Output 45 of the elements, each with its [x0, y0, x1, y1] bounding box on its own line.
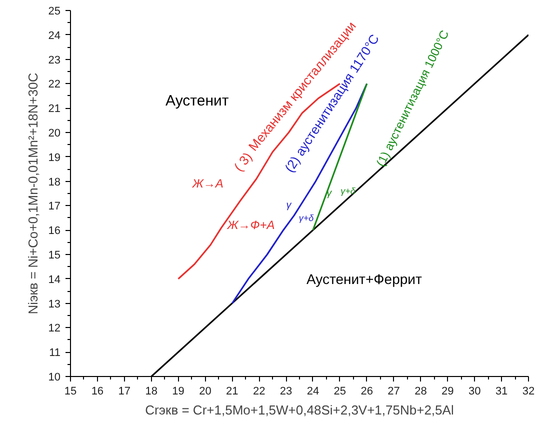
y-axis-title: Niэкв = Ni+Co+0,1Mn-0,01Mn²+18N+30C: [25, 72, 40, 314]
y-tick-label: 25: [48, 6, 61, 18]
x-tick-label: 25: [334, 386, 346, 398]
annotation: ( 3): [230, 149, 255, 174]
annotation: Аустенит: [166, 92, 229, 110]
y-tick-label: 24: [48, 30, 61, 42]
x-tick-label: 16: [91, 386, 104, 398]
x-tick-label: 22: [252, 386, 266, 398]
x-tick-label: 30: [468, 386, 481, 398]
y-tick-label: 22: [48, 78, 61, 91]
x-tick-label: 19: [172, 386, 184, 398]
annotation: Ж→А: [191, 176, 224, 191]
x-tick-label: 31: [495, 386, 508, 398]
annotation: γ: [286, 200, 292, 212]
y-tick-label: 23: [48, 54, 61, 66]
x-tick-label: 18: [145, 386, 158, 398]
x-tick-label: 32: [522, 386, 535, 398]
annotation: γ+δ: [340, 186, 356, 196]
y-tick-label: 21: [48, 103, 61, 116]
y-tick-label: 20: [48, 128, 61, 140]
x-axis-title: Crэкв = Cr+1,5Mo+1,5W+0,48Si+2,3V+1,75Nb+2,5Al: [145, 402, 454, 418]
x-tick-label: 20: [199, 386, 212, 398]
annotation: Аустенит+Феррит: [306, 270, 422, 287]
annotation: γ: [326, 188, 333, 199]
annotation: γ+δ: [298, 212, 315, 223]
y-tick-label: 11: [49, 347, 61, 360]
y-tick-label: 16: [48, 225, 61, 238]
x-tick-label: 27: [388, 386, 400, 398]
y-tick-label: 10: [48, 372, 61, 384]
y-tick-label: 15: [48, 250, 61, 262]
y-tick-label: 17: [48, 200, 61, 213]
annotation: Ж→Ф+А: [226, 218, 275, 232]
x-tick-label: 26: [360, 386, 373, 398]
x-tick-label: 15: [64, 386, 77, 398]
x-tick-label: 29: [442, 386, 454, 398]
x-tick-label: 28: [414, 386, 427, 398]
x-tick-label: 24: [306, 386, 320, 398]
y-tick-label: 18: [48, 176, 61, 188]
y-tick-label: 13: [48, 298, 61, 310]
x-tick-label: 21: [226, 386, 238, 398]
y-tick-label: 12: [48, 322, 61, 335]
x-tick-label: 17: [118, 386, 131, 398]
x-tick-label: 23: [280, 386, 292, 398]
y-tick-label: 19: [48, 152, 61, 164]
y-tick-label: 14: [48, 274, 61, 286]
